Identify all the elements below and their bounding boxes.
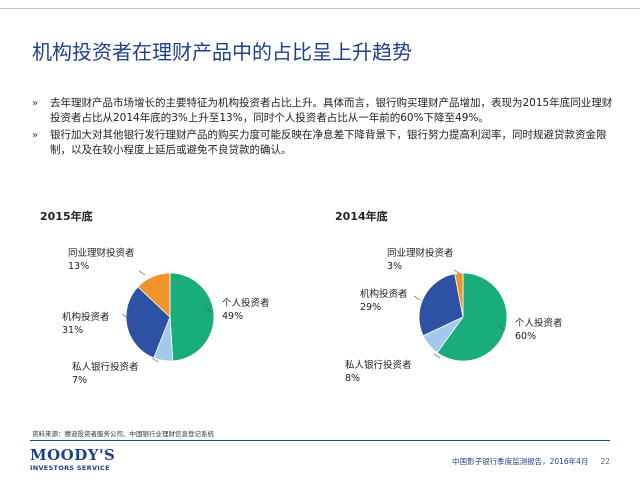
slice-label: 同业理财投资者	[68, 247, 135, 259]
slide-title: 机构投资者在理财产品中的占比呈上升趋势	[32, 40, 412, 64]
leader-line	[413, 295, 421, 301]
leader-line	[498, 325, 506, 331]
leader-line	[151, 357, 159, 363]
bullet-text: 银行加大对其他银行发行理财产品的购买力度可能反映在净息差下降背景下，银行努力提高…	[50, 129, 607, 156]
logo: MOODY'S INVESTORS SERVICE	[30, 446, 115, 472]
leader-line	[453, 269, 461, 275]
page-number: 22	[600, 457, 610, 466]
pie-slice	[436, 272, 508, 362]
slice-label: 个人投资者	[515, 317, 563, 329]
leader-line	[205, 307, 213, 313]
slice-value: 13%	[68, 261, 89, 272]
bullet-text: 去年理财产品市场增长的主要特征为机构投资者占比上升。具体而言，银行购买理财产品增…	[50, 97, 613, 124]
leader-line	[121, 313, 129, 319]
chart-title: 2014年底	[335, 209, 388, 223]
slice-label: 同业理财投资者	[387, 247, 454, 259]
bullet: » 去年理财产品市场增长的主要特征为机构投资者占比上升。具体而言，银行购买理财产品…	[32, 97, 613, 124]
pie-slice	[137, 272, 171, 318]
pie-slice	[125, 286, 171, 359]
leader-line	[138, 270, 146, 276]
footer-report: 中国影子银行季度监测报告，2016年4月	[452, 457, 589, 466]
chart-title: 2015年底	[40, 209, 93, 223]
pie-slice	[169, 272, 215, 362]
bullet-list: » 去年理财产品市场增长的主要特征为机构投资者占比上升。具体而言，银行购买理财产品…	[30, 96, 615, 160]
slice-label: 机构投资者	[62, 311, 110, 323]
slice-value: 60%	[515, 331, 536, 342]
top-rule	[0, 8, 640, 9]
slice-label: 个人投资者	[222, 297, 270, 309]
footer-rule	[30, 440, 610, 441]
slice-value: 8%	[345, 373, 360, 384]
source-note: 资料来源：穆迪投资者服务公司、中国银行业理财信息登记系统	[32, 430, 214, 438]
slice-value: 29%	[360, 302, 381, 313]
slice-value: 49%	[222, 311, 243, 322]
slice-label: 私人银行投资者	[345, 359, 412, 371]
logo-tagline: INVESTORS SERVICE	[30, 464, 110, 472]
bullet: » 银行加大对其他银行发行理财产品的购买力度可能反映在净息差下降背景下，银行努力提…	[32, 129, 607, 156]
slice-value: 3%	[387, 261, 402, 272]
leader-line	[433, 353, 441, 359]
pie-slice	[418, 273, 464, 337]
slice-value: 31%	[62, 325, 83, 336]
slice-label: 机构投资者	[360, 288, 408, 300]
logo-name: MOODY'S	[30, 446, 116, 464]
footer: 中国影子银行季度监测报告，2016年4月 22	[452, 456, 610, 467]
slice-label: 私人银行投资者	[72, 361, 139, 373]
slice-value: 7%	[72, 375, 87, 386]
